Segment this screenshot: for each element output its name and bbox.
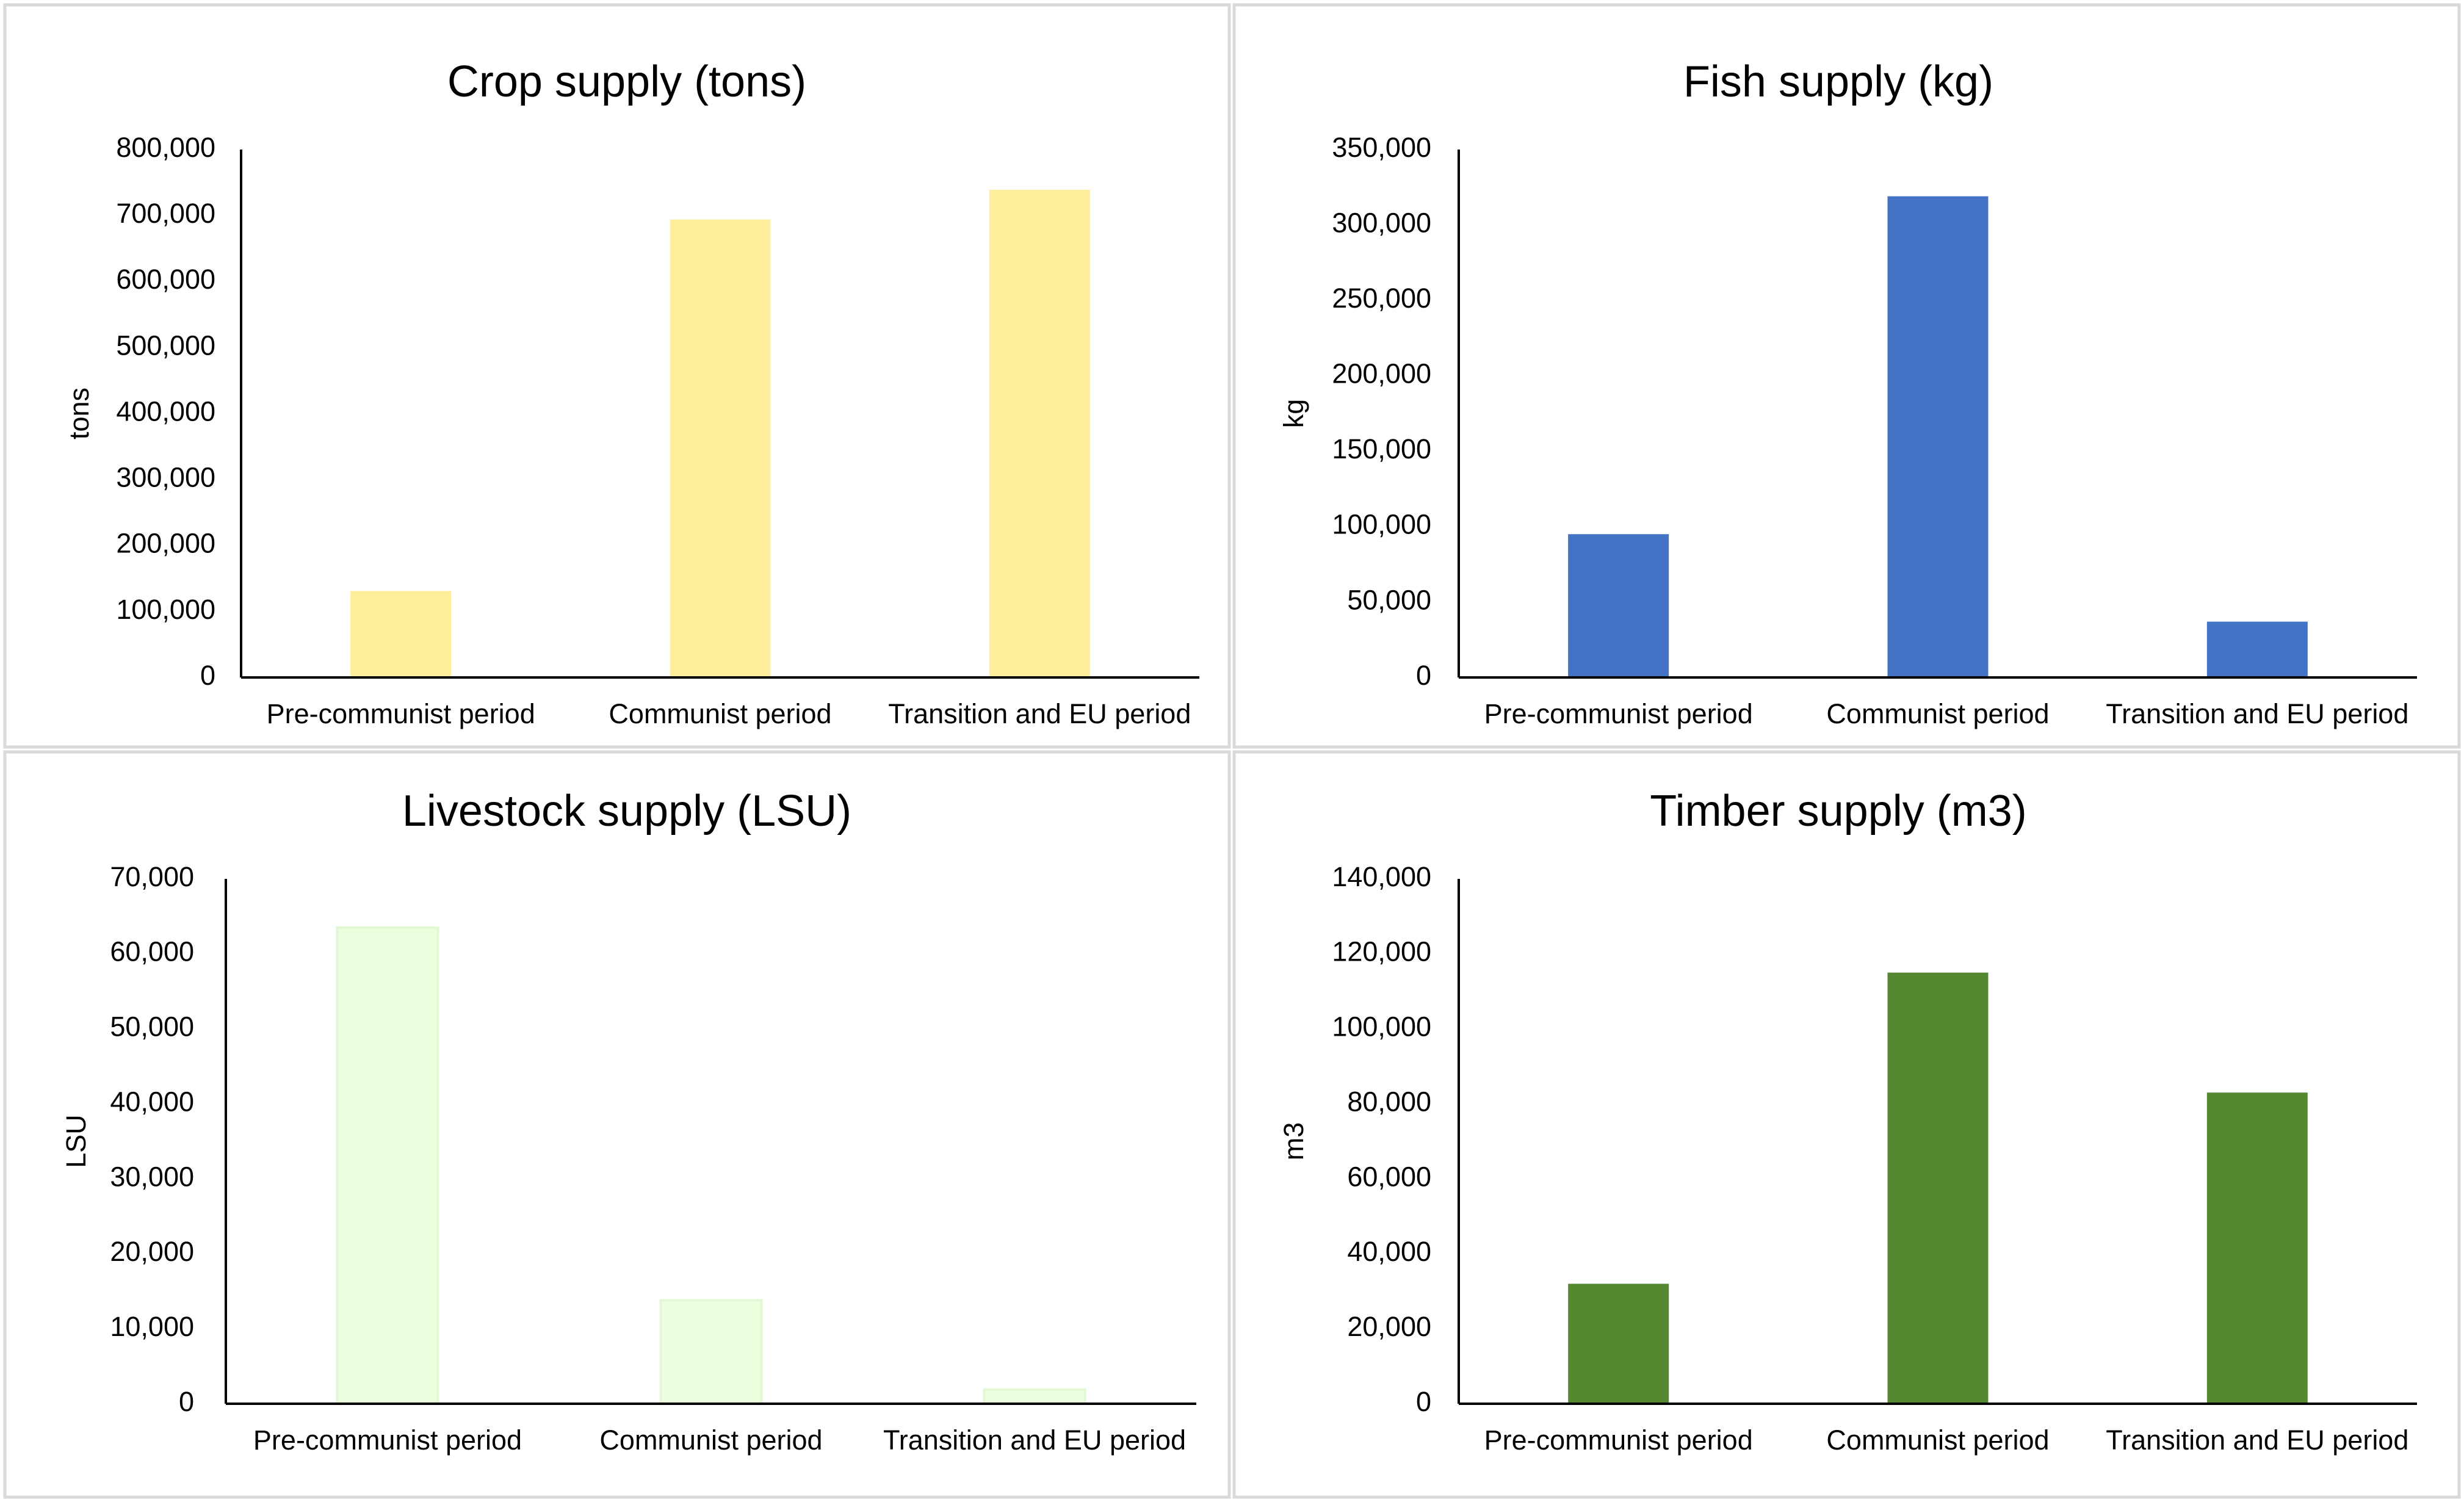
y-tick-label: 350,000: [1332, 132, 1431, 163]
bar-livestock-2: [659, 1299, 763, 1405]
y-axis-title: kg: [1278, 399, 1309, 428]
y-tick-label: 600,000: [116, 264, 215, 295]
chart-panel-border: [3, 750, 1231, 1499]
chart-fish: Fish supply (kg) kg 0 50,000 100,000 150,000 2…: [1232, 3, 2461, 749]
x-category-label: Communist period: [1826, 698, 2049, 729]
y-tick-label: 40,000: [1347, 1236, 1431, 1267]
x-category-label: Pre-communist period: [1484, 698, 1753, 729]
y-tick-label: 0: [179, 1386, 194, 1417]
y-tick-label: 10,000: [110, 1311, 194, 1342]
y-tick-label: 140,000: [1332, 861, 1431, 892]
y-tick-label: 150,000: [1332, 433, 1431, 464]
y-tick-label: 400,000: [116, 395, 215, 427]
y-tick-label: 200,000: [116, 528, 215, 559]
chart-title: Timber supply (m3): [1650, 787, 2026, 836]
y-tick-label: 700,000: [116, 198, 215, 229]
chart-livestock: Livestock supply (LSU) LSU 0 10,000 20,000 30…: [3, 750, 1231, 1499]
y-tick-label: 800,000: [116, 132, 215, 163]
y-tick-label: 60,000: [1347, 1161, 1431, 1192]
y-tick-label: 300,000: [1332, 207, 1431, 238]
x-category-label: Communist period: [599, 1424, 822, 1456]
bar-fish-2: [1887, 196, 1989, 678]
bar-crop-2: [670, 219, 771, 677]
y-tick-label: 20,000: [110, 1236, 194, 1267]
chart-timber: Timber supply (m3) m3 0 20,000 40,000 60,000 8…: [1232, 750, 2461, 1499]
y-tick-label: 0: [1416, 660, 1431, 691]
y-tick-label: 60,000: [110, 936, 194, 967]
y-tick-label: 250,000: [1332, 283, 1431, 314]
chart-title: Fish supply (kg): [1683, 57, 1993, 106]
bar-livestock-1: [336, 926, 439, 1406]
y-tick-label: 40,000: [110, 1086, 194, 1117]
bar-timber-2: [1887, 972, 1989, 1404]
y-axis-title: m3: [1278, 1122, 1309, 1161]
y-tick-label: 50,000: [110, 1011, 194, 1042]
chart-title: Livestock supply (LSU): [402, 787, 851, 836]
bar-timber-3: [2206, 1092, 2308, 1404]
y-tick-label: 120,000: [1332, 936, 1431, 967]
bar-crop-3: [989, 189, 1090, 677]
y-tick-label: 100,000: [1332, 509, 1431, 540]
bar-fish-1: [1568, 534, 1669, 677]
bar-livestock-3: [983, 1388, 1086, 1406]
x-category-label: Transition and EU period: [888, 698, 1191, 729]
x-category-label: Pre-communist period: [253, 1424, 522, 1456]
x-category-label: Pre-communist period: [1484, 1424, 1753, 1456]
y-axis-title: LSU: [60, 1114, 92, 1168]
y-tick-label: 20,000: [1347, 1311, 1431, 1342]
y-tick-label: 80,000: [1347, 1086, 1431, 1117]
bar-crop-1: [350, 591, 452, 677]
y-tick-label: 100,000: [1332, 1011, 1431, 1042]
y-tick-label: 200,000: [1332, 358, 1431, 389]
y-tick-label: 50,000: [1347, 584, 1431, 615]
x-category-label: Transition and EU period: [883, 1424, 1186, 1456]
x-category-label: Pre-communist period: [267, 698, 535, 729]
y-tick-label: 100,000: [116, 594, 215, 625]
y-tick-label: 0: [1416, 1386, 1431, 1417]
x-category-label: Communist period: [1826, 1424, 2049, 1456]
x-category-label: Transition and EU period: [2106, 698, 2408, 729]
y-tick-label: 0: [200, 660, 215, 691]
y-tick-label: 70,000: [110, 861, 194, 892]
x-category-label: Transition and EU period: [2106, 1424, 2408, 1456]
x-category-label: Communist period: [609, 698, 831, 729]
y-tick-label: 30,000: [110, 1161, 194, 1192]
chart-crop: Crop supply (tons) tons 0 100,000 200,000 300…: [3, 3, 1231, 749]
bar-fish-3: [2206, 621, 2308, 677]
y-axis-title: tons: [63, 388, 95, 439]
bar-timber-1: [1568, 1284, 1669, 1404]
chart-title: Crop supply (tons): [447, 57, 806, 106]
y-tick-label: 300,000: [116, 462, 215, 493]
y-tick-label: 500,000: [116, 330, 215, 361]
